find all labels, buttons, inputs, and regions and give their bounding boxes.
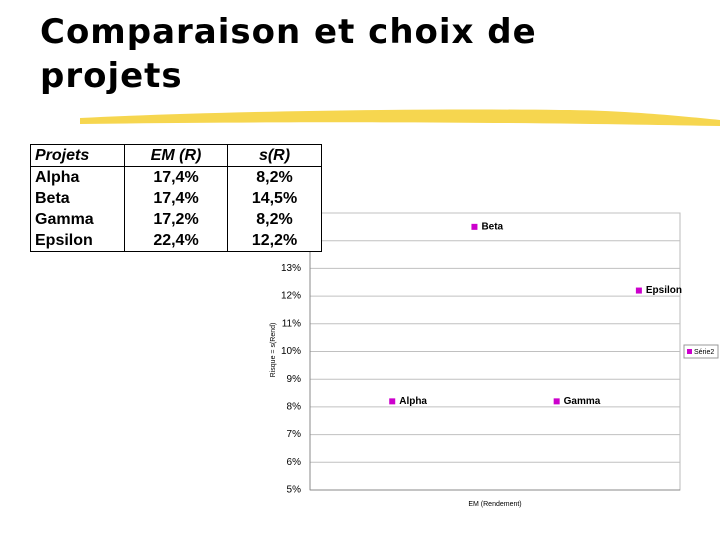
point xyxy=(471,223,478,230)
slide-title: Comparaison et choix de projets xyxy=(40,12,537,96)
y-tick-label: 5% xyxy=(287,485,302,496)
y-tick-label: 7% xyxy=(287,429,302,440)
table-row: Alpha 17,4% 8,2% xyxy=(30,166,322,188)
y-tick-label: 12% xyxy=(281,291,301,302)
point-label: Epsilon xyxy=(646,285,682,296)
point xyxy=(389,398,396,405)
cell: Alpha xyxy=(30,166,125,188)
point-label: Gamma xyxy=(564,396,601,407)
legend-label: Série2 xyxy=(694,349,714,356)
point xyxy=(553,398,560,405)
y-tick-label: 13% xyxy=(281,263,301,274)
table-row: Gamma 17,2% 8,2% xyxy=(30,209,322,230)
cell: 12,2% xyxy=(227,230,322,252)
point-label: Alpha xyxy=(399,396,427,407)
y-tick-label: 6% xyxy=(287,457,302,468)
table-row: Epsilon 22,4% 12,2% xyxy=(30,230,322,252)
y-tick-label: 8% xyxy=(287,402,302,413)
y-tick-label: 10% xyxy=(281,346,301,357)
table-row: Beta 17,4% 14,5% xyxy=(30,188,322,209)
point-label: Beta xyxy=(481,221,503,232)
cell: 8,2% xyxy=(227,209,322,230)
y-tick-label: 9% xyxy=(287,374,302,385)
cell: Gamma xyxy=(30,209,125,230)
y-tick-label: 11% xyxy=(282,318,301,329)
cell: 14,5% xyxy=(227,188,322,209)
header-cell: Projets xyxy=(30,144,125,167)
header-cell: EM (R) xyxy=(124,144,228,167)
cell: 17,4% xyxy=(124,188,228,209)
title-underline xyxy=(80,109,720,126)
project-table: Projets EM (R) s(R) Alpha 17,4% 8,2% Beta 1… xyxy=(30,144,322,252)
cell: 17,4% xyxy=(124,166,228,188)
table-header: Projets EM (R) s(R) xyxy=(30,144,322,167)
legend xyxy=(683,344,719,359)
y-axis-label: Risque = s(Rend) xyxy=(270,323,277,378)
point xyxy=(635,287,642,294)
cell: Beta xyxy=(30,188,125,209)
legend-marker xyxy=(687,349,692,354)
cell: 22,4% xyxy=(124,230,228,252)
cell: 8,2% xyxy=(227,166,322,188)
x-axis-label: EM (Rendement) xyxy=(468,501,521,508)
cell: Epsilon xyxy=(30,230,125,252)
cell: 17,2% xyxy=(124,209,228,230)
header-cell: s(R) xyxy=(227,144,322,167)
